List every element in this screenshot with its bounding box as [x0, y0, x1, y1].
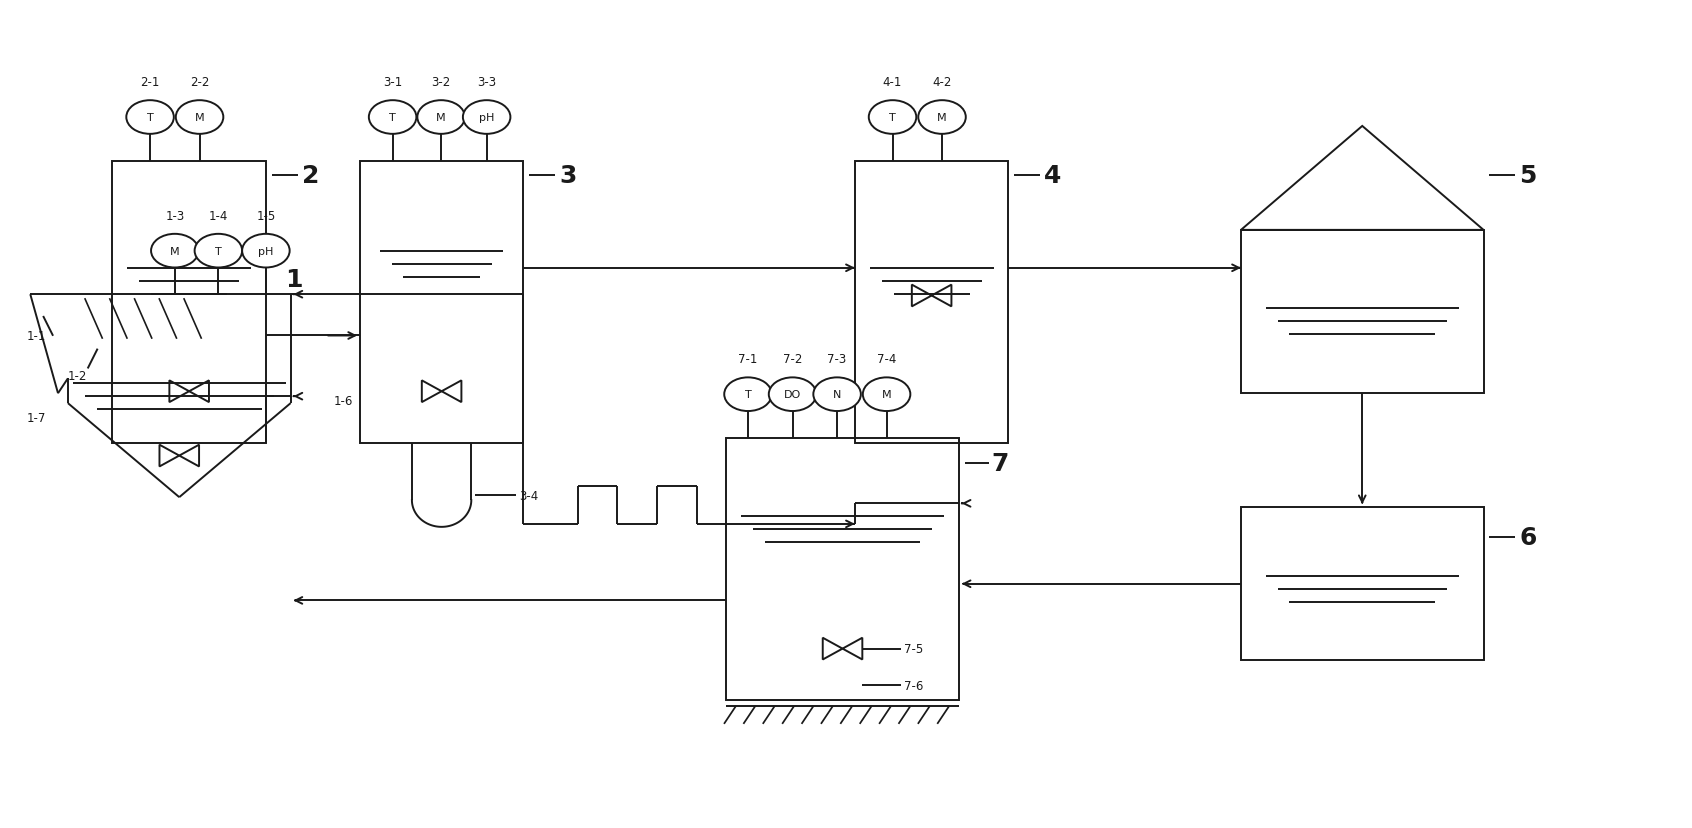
Text: 4-1: 4-1 — [883, 76, 902, 89]
Text: M: M — [437, 113, 447, 123]
Text: 1-7: 1-7 — [27, 412, 46, 425]
Ellipse shape — [127, 101, 174, 135]
Text: M: M — [882, 390, 892, 400]
Bar — [1240, 230, 1484, 394]
Ellipse shape — [464, 101, 511, 135]
Bar — [854, 161, 1008, 443]
Text: 7-4: 7-4 — [876, 353, 897, 366]
Text: T: T — [744, 390, 751, 400]
Text: DO: DO — [783, 390, 802, 400]
Ellipse shape — [176, 101, 223, 135]
Text: 1-2: 1-2 — [68, 369, 88, 383]
Text: 7-5: 7-5 — [904, 643, 924, 655]
Text: 6: 6 — [1519, 525, 1536, 549]
Text: 3-3: 3-3 — [477, 76, 496, 89]
Text: 7: 7 — [992, 451, 1008, 475]
Ellipse shape — [369, 101, 416, 135]
Bar — [360, 161, 523, 443]
Text: 3-1: 3-1 — [382, 76, 403, 89]
Text: 2-1: 2-1 — [140, 76, 159, 89]
Text: M: M — [937, 113, 948, 123]
Bar — [112, 161, 266, 443]
Text: 1-5: 1-5 — [255, 209, 276, 222]
Text: 1-6: 1-6 — [333, 394, 352, 407]
Text: 1-4: 1-4 — [208, 209, 228, 222]
Ellipse shape — [768, 378, 816, 412]
Text: 4-2: 4-2 — [932, 76, 951, 89]
Text: N: N — [832, 390, 841, 400]
Bar — [726, 438, 959, 700]
Text: 7-6: 7-6 — [904, 679, 924, 692]
Text: M: M — [169, 247, 179, 257]
Ellipse shape — [868, 101, 917, 135]
Ellipse shape — [242, 234, 289, 268]
Text: T: T — [147, 113, 154, 123]
Ellipse shape — [814, 378, 861, 412]
Text: 5: 5 — [1519, 164, 1536, 188]
Text: 1-3: 1-3 — [166, 209, 184, 222]
Ellipse shape — [919, 101, 966, 135]
Text: 1-1: 1-1 — [27, 330, 46, 343]
Ellipse shape — [724, 378, 772, 412]
Text: pH: pH — [259, 247, 274, 257]
Text: 7-3: 7-3 — [827, 353, 846, 366]
Text: T: T — [890, 113, 895, 123]
Text: 3: 3 — [558, 164, 577, 188]
Ellipse shape — [418, 101, 465, 135]
Text: 7-2: 7-2 — [783, 353, 802, 366]
Text: 3-2: 3-2 — [431, 76, 450, 89]
Text: 7-1: 7-1 — [738, 353, 758, 366]
Text: 4: 4 — [1044, 164, 1061, 188]
Ellipse shape — [195, 234, 242, 268]
Text: T: T — [215, 247, 222, 257]
Bar — [1240, 508, 1484, 661]
Text: T: T — [389, 113, 396, 123]
Text: 2-2: 2-2 — [190, 76, 210, 89]
Text: 3-4: 3-4 — [519, 489, 538, 502]
Text: 2: 2 — [301, 164, 320, 188]
Text: M: M — [195, 113, 205, 123]
Ellipse shape — [151, 234, 198, 268]
Ellipse shape — [863, 378, 910, 412]
Text: pH: pH — [479, 113, 494, 123]
Text: 1: 1 — [284, 268, 303, 292]
